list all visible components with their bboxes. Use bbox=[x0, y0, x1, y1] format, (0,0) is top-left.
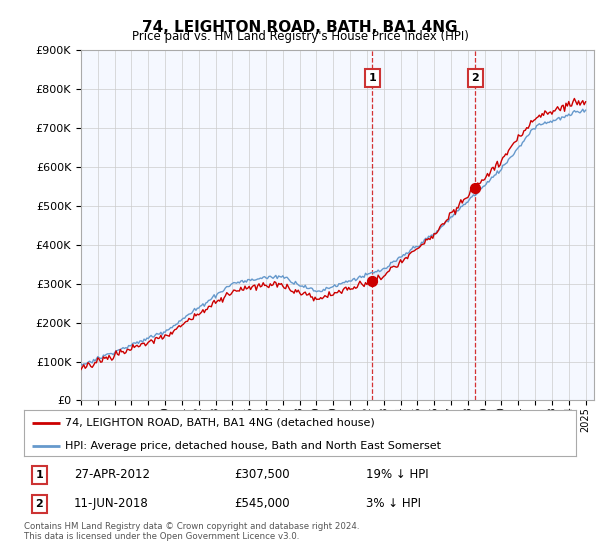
Point bbox=[470, 184, 480, 193]
Text: 1: 1 bbox=[368, 73, 376, 83]
Text: 2: 2 bbox=[35, 499, 43, 509]
Text: 27-APR-2012: 27-APR-2012 bbox=[74, 468, 149, 482]
Text: Price paid vs. HM Land Registry's House Price Index (HPI): Price paid vs. HM Land Registry's House … bbox=[131, 30, 469, 43]
Text: 74, LEIGHTON ROAD, BATH, BA1 4NG (detached house): 74, LEIGHTON ROAD, BATH, BA1 4NG (detach… bbox=[65, 418, 375, 428]
Text: 3% ↓ HPI: 3% ↓ HPI bbox=[366, 497, 421, 511]
Text: £545,000: £545,000 bbox=[234, 497, 289, 511]
Text: 11-JUN-2018: 11-JUN-2018 bbox=[74, 497, 148, 511]
Text: 2: 2 bbox=[472, 73, 479, 83]
Text: 74, LEIGHTON ROAD, BATH, BA1 4NG: 74, LEIGHTON ROAD, BATH, BA1 4NG bbox=[142, 20, 458, 35]
Text: 1: 1 bbox=[35, 470, 43, 480]
Point bbox=[368, 276, 377, 285]
Text: £307,500: £307,500 bbox=[234, 468, 289, 482]
Text: Contains HM Land Registry data © Crown copyright and database right 2024.
This d: Contains HM Land Registry data © Crown c… bbox=[24, 522, 359, 542]
Text: 19% ↓ HPI: 19% ↓ HPI bbox=[366, 468, 429, 482]
Text: HPI: Average price, detached house, Bath and North East Somerset: HPI: Average price, detached house, Bath… bbox=[65, 441, 442, 451]
